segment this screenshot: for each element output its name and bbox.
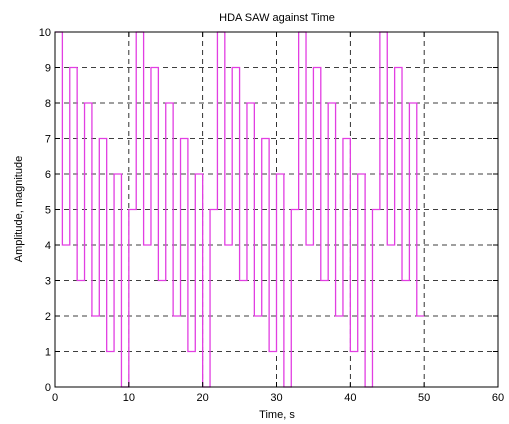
y-tick-label: 3 <box>45 276 51 288</box>
y-tick-label: 4 <box>45 240 51 252</box>
x-tick-label: 20 <box>197 392 209 404</box>
y-axis-label: Amplitude, magnitude <box>13 156 25 262</box>
series-line <box>55 31 425 388</box>
series-layer <box>55 31 425 388</box>
chart-title: HDA SAW against Time <box>219 12 335 24</box>
x-tick-label: 40 <box>344 392 356 404</box>
y-tick-label: 1 <box>45 347 51 359</box>
x-tick-label: 0 <box>52 392 58 404</box>
x-tick-label: 10 <box>123 392 135 404</box>
y-tick-label: 8 <box>45 98 51 110</box>
y-tick-label: 2 <box>45 311 51 323</box>
x-tick-label: 30 <box>270 392 282 404</box>
y-tick-label: 7 <box>45 134 51 146</box>
y-tick-label: 10 <box>39 27 51 39</box>
y-tick-label: 5 <box>45 205 51 217</box>
y-tick-label: 6 <box>45 169 51 181</box>
x-axis-label: Time, s <box>259 409 295 421</box>
axis-ticks: 0 10 20 30 40 50 60 0 1 2 3 4 5 6 7 8 9 10 <box>39 27 504 404</box>
x-tick-label: 60 <box>492 392 504 404</box>
y-tick-label: 9 <box>45 63 51 75</box>
x-tick-label: 50 <box>418 392 430 404</box>
y-tick-label: 0 <box>45 382 51 394</box>
